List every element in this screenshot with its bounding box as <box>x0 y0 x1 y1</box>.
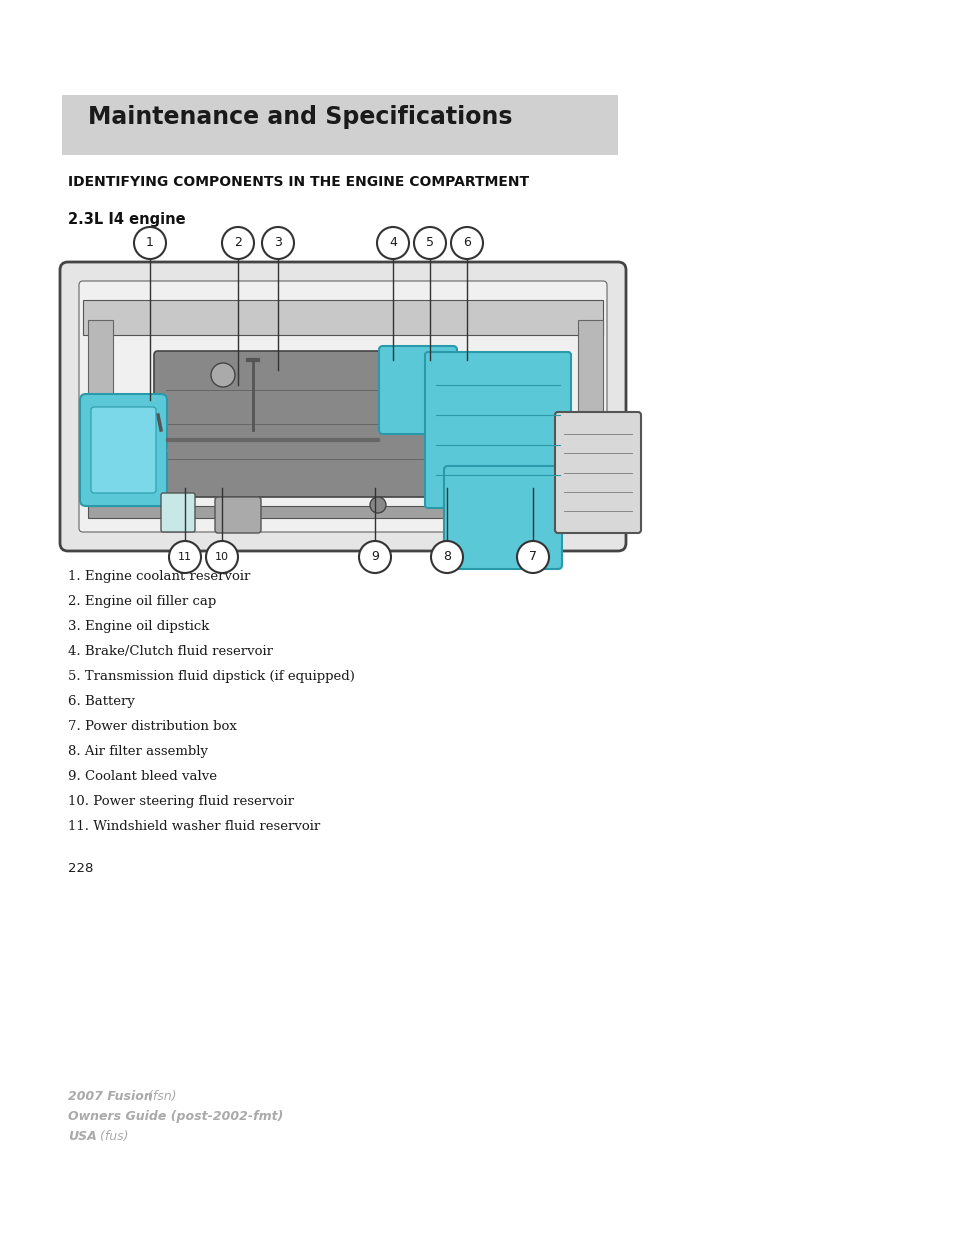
FancyBboxPatch shape <box>79 282 606 532</box>
Text: USA: USA <box>68 1130 96 1144</box>
Text: 1: 1 <box>146 236 153 249</box>
Text: 11. Windshield washer fluid reservoir: 11. Windshield washer fluid reservoir <box>68 820 320 832</box>
Text: IDENTIFYING COMPONENTS IN THE ENGINE COMPARTMENT: IDENTIFYING COMPONENTS IN THE ENGINE COM… <box>68 175 529 189</box>
Text: 2. Engine oil filler cap: 2. Engine oil filler cap <box>68 595 216 608</box>
Text: 11: 11 <box>178 552 192 562</box>
Text: 5. Transmission fluid dipstick (if equipped): 5. Transmission fluid dipstick (if equip… <box>68 671 355 683</box>
FancyBboxPatch shape <box>91 408 156 493</box>
Text: 228: 228 <box>68 862 93 876</box>
Circle shape <box>262 227 294 259</box>
FancyBboxPatch shape <box>443 466 561 569</box>
Circle shape <box>376 227 409 259</box>
Text: 9: 9 <box>371 551 378 563</box>
Text: (fus): (fus) <box>96 1130 129 1144</box>
Circle shape <box>133 227 166 259</box>
Text: (fsn): (fsn) <box>144 1091 176 1103</box>
Text: 4: 4 <box>389 236 396 249</box>
FancyBboxPatch shape <box>378 346 456 433</box>
Text: 10: 10 <box>214 552 229 562</box>
Circle shape <box>222 227 253 259</box>
Circle shape <box>169 541 201 573</box>
Text: 5: 5 <box>426 236 434 249</box>
FancyBboxPatch shape <box>161 493 194 532</box>
Text: 6: 6 <box>462 236 471 249</box>
FancyBboxPatch shape <box>555 412 640 534</box>
Circle shape <box>517 541 548 573</box>
Text: 10. Power steering fluid reservoir: 10. Power steering fluid reservoir <box>68 795 294 808</box>
Bar <box>578 320 602 450</box>
FancyBboxPatch shape <box>153 351 452 496</box>
Text: 8. Air filter assembly: 8. Air filter assembly <box>68 745 208 758</box>
Bar <box>88 320 112 450</box>
Circle shape <box>414 227 446 259</box>
Text: 8: 8 <box>442 551 451 563</box>
Text: 2: 2 <box>233 236 242 249</box>
Text: Owners Guide (post-2002-fmt): Owners Guide (post-2002-fmt) <box>68 1110 283 1123</box>
Text: 4. Brake/Clutch fluid reservoir: 4. Brake/Clutch fluid reservoir <box>68 645 273 658</box>
Text: 3: 3 <box>274 236 282 249</box>
Circle shape <box>358 541 391 573</box>
Bar <box>88 506 598 517</box>
Circle shape <box>211 363 234 387</box>
Text: 2007 Fusion: 2007 Fusion <box>68 1091 152 1103</box>
Circle shape <box>206 541 237 573</box>
FancyBboxPatch shape <box>60 262 625 551</box>
Text: 1. Engine coolant reservoir: 1. Engine coolant reservoir <box>68 571 250 583</box>
Bar <box>83 300 602 335</box>
Bar <box>62 95 618 156</box>
Text: Maintenance and Specifications: Maintenance and Specifications <box>88 105 512 128</box>
Circle shape <box>431 541 462 573</box>
Text: 2.3L I4 engine: 2.3L I4 engine <box>68 212 186 227</box>
Text: 6. Battery: 6. Battery <box>68 695 134 708</box>
Text: 7: 7 <box>529 551 537 563</box>
FancyBboxPatch shape <box>214 496 261 534</box>
FancyBboxPatch shape <box>424 352 571 508</box>
Text: 7. Power distribution box: 7. Power distribution box <box>68 720 236 734</box>
Text: 9. Coolant bleed valve: 9. Coolant bleed valve <box>68 769 216 783</box>
Circle shape <box>451 227 482 259</box>
Text: 3. Engine oil dipstick: 3. Engine oil dipstick <box>68 620 209 634</box>
FancyBboxPatch shape <box>80 394 167 506</box>
Circle shape <box>370 496 386 513</box>
